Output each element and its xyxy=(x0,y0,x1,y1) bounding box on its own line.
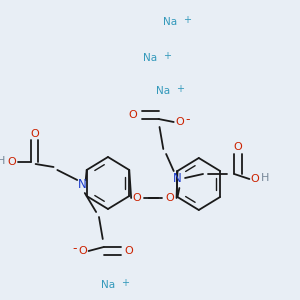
Text: -: - xyxy=(72,242,76,256)
Text: O: O xyxy=(175,117,184,127)
Text: H: H xyxy=(261,173,270,183)
Text: O: O xyxy=(8,157,16,167)
Text: Na: Na xyxy=(142,53,157,63)
Text: N: N xyxy=(173,172,182,185)
Text: +: + xyxy=(183,15,191,25)
Text: O: O xyxy=(234,142,242,152)
Text: O: O xyxy=(30,129,39,139)
Text: Na: Na xyxy=(101,280,116,290)
Text: N: N xyxy=(78,178,86,191)
Text: O: O xyxy=(166,193,174,203)
Text: O: O xyxy=(133,193,141,203)
Text: +: + xyxy=(163,51,171,61)
Text: O: O xyxy=(125,246,134,256)
Text: O: O xyxy=(79,246,87,256)
Text: O: O xyxy=(129,110,137,120)
Text: -: - xyxy=(186,113,190,127)
Text: O: O xyxy=(251,174,260,184)
Text: Na: Na xyxy=(163,17,178,27)
Text: +: + xyxy=(176,84,184,94)
Text: Na: Na xyxy=(156,86,170,96)
Text: H: H xyxy=(0,156,6,166)
Text: +: + xyxy=(122,278,130,288)
